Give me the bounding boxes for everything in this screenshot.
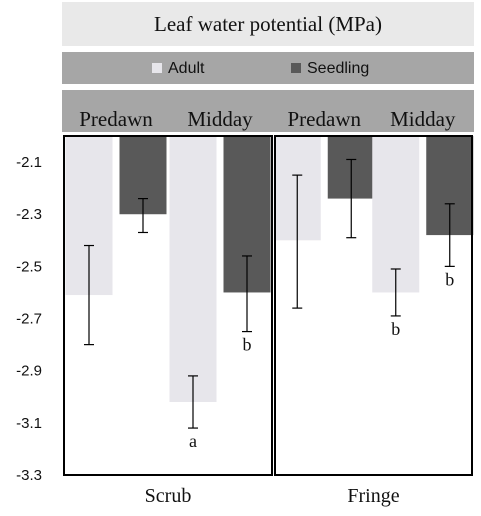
significance-letter: b — [391, 319, 400, 339]
legend-band — [62, 52, 474, 84]
chart-title: Leaf water potential (MPa) — [154, 12, 382, 36]
group-label-midday: Midday — [390, 107, 456, 131]
panel-frame-fringe — [274, 135, 473, 476]
panel-label-scrub: Scrub — [145, 485, 192, 507]
group-label-midday: Midday — [187, 107, 253, 131]
group-header-band — [62, 90, 474, 132]
y-tick-label: -2.7 — [16, 311, 42, 328]
y-tick-label: -3.3 — [16, 467, 42, 484]
bar-adult — [169, 136, 217, 402]
group-label-predawn: Predawn — [79, 107, 153, 131]
legend-swatch-seedling — [291, 63, 301, 73]
legend-label-adult: Adult — [168, 60, 205, 77]
y-tick-label: -2.9 — [16, 363, 42, 380]
bar-adult — [372, 136, 420, 293]
y-tick-label: -3.1 — [16, 415, 42, 432]
y-tick-label: -2.1 — [16, 154, 42, 171]
significance-letter: b — [445, 269, 454, 289]
panel-frame-scrub — [63, 135, 273, 476]
group-label-predawn: Predawn — [288, 107, 362, 131]
significance-letter: a — [189, 431, 197, 451]
legend-swatch-adult — [152, 63, 162, 73]
y-tick-label: -2.3 — [16, 206, 42, 223]
panel-label-fringe: Fringe — [347, 485, 399, 507]
significance-letter: b — [243, 335, 252, 355]
legend-label-seedling: Seedling — [307, 60, 369, 77]
title-band — [62, 2, 474, 46]
y-tick-label: -2.5 — [16, 258, 42, 275]
